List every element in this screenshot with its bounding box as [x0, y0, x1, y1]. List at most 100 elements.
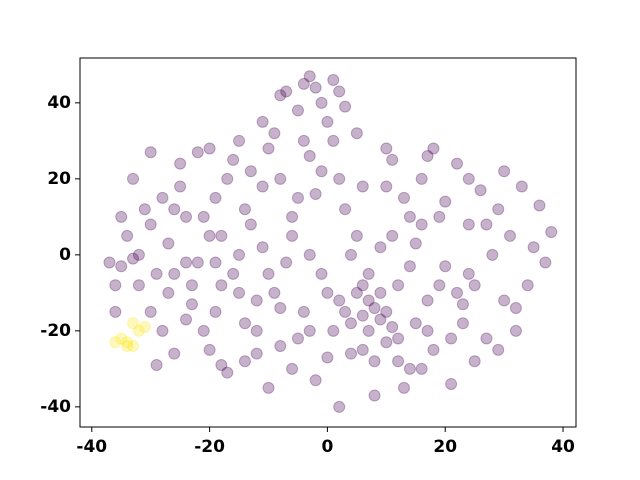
point	[386, 153, 399, 166]
x-tick-label: -40	[76, 437, 107, 457]
point	[127, 340, 140, 353]
point	[286, 210, 299, 223]
point	[468, 279, 481, 292]
point	[227, 153, 240, 166]
point	[297, 77, 310, 90]
point	[386, 229, 399, 242]
point	[168, 203, 181, 216]
point	[339, 100, 352, 113]
point	[250, 347, 263, 360]
point	[498, 165, 511, 178]
point	[462, 172, 475, 185]
point	[121, 340, 134, 353]
point	[291, 191, 304, 204]
point	[203, 142, 216, 155]
point	[386, 321, 399, 334]
point	[315, 96, 328, 109]
point	[392, 332, 405, 345]
point	[191, 146, 204, 159]
point	[227, 267, 240, 280]
point	[233, 134, 246, 147]
point	[533, 199, 546, 212]
point	[244, 165, 257, 178]
point	[256, 241, 269, 254]
point	[215, 359, 228, 372]
point	[456, 298, 469, 311]
point	[256, 180, 269, 193]
point	[168, 347, 181, 360]
point	[492, 203, 505, 216]
point	[403, 260, 416, 273]
point	[103, 256, 116, 269]
point	[468, 355, 481, 368]
point	[368, 389, 381, 402]
point	[303, 248, 316, 261]
point	[392, 355, 405, 368]
point	[180, 313, 193, 326]
point	[109, 336, 122, 349]
point	[309, 81, 322, 94]
point	[180, 256, 193, 269]
point	[509, 324, 522, 337]
point	[445, 332, 458, 345]
point	[433, 210, 446, 223]
point	[374, 286, 387, 299]
point	[268, 286, 281, 299]
point	[380, 336, 393, 349]
point	[527, 241, 540, 254]
point	[280, 256, 293, 269]
point	[132, 324, 145, 337]
point	[327, 134, 340, 147]
point	[303, 150, 316, 163]
point	[127, 252, 140, 265]
point	[356, 180, 369, 193]
point	[215, 279, 228, 292]
point	[327, 324, 340, 337]
point	[439, 195, 452, 208]
point	[132, 279, 145, 292]
point	[421, 294, 434, 307]
point	[174, 157, 187, 170]
point	[427, 142, 440, 155]
point	[415, 362, 428, 375]
point	[539, 256, 552, 269]
point	[356, 279, 369, 292]
point	[362, 267, 375, 280]
y-tick-label: -40	[40, 397, 71, 417]
point	[344, 248, 357, 261]
point	[185, 279, 198, 292]
point	[303, 324, 316, 337]
point	[244, 218, 257, 231]
point	[221, 366, 234, 379]
point	[209, 191, 222, 204]
point	[409, 317, 422, 330]
point	[462, 218, 475, 231]
point	[350, 286, 363, 299]
point	[156, 191, 169, 204]
point	[297, 134, 310, 147]
y-tick-label: -20	[40, 321, 71, 341]
point	[521, 279, 534, 292]
point	[392, 279, 405, 292]
point	[504, 229, 517, 242]
point	[180, 210, 193, 223]
point	[427, 343, 440, 356]
x-tick-label: 40	[551, 437, 575, 457]
point	[415, 172, 428, 185]
x-tick-label: 20	[433, 437, 457, 457]
point	[433, 279, 446, 292]
plot-frame	[79, 57, 577, 428]
point	[498, 294, 511, 307]
point	[286, 229, 299, 242]
x-tick-label: -20	[194, 437, 225, 457]
point	[209, 305, 222, 318]
point	[156, 324, 169, 337]
point	[380, 180, 393, 193]
point	[380, 305, 393, 318]
point	[262, 267, 275, 280]
point	[421, 324, 434, 337]
point	[362, 324, 375, 337]
point	[315, 267, 328, 280]
point	[238, 355, 251, 368]
point	[174, 180, 187, 193]
